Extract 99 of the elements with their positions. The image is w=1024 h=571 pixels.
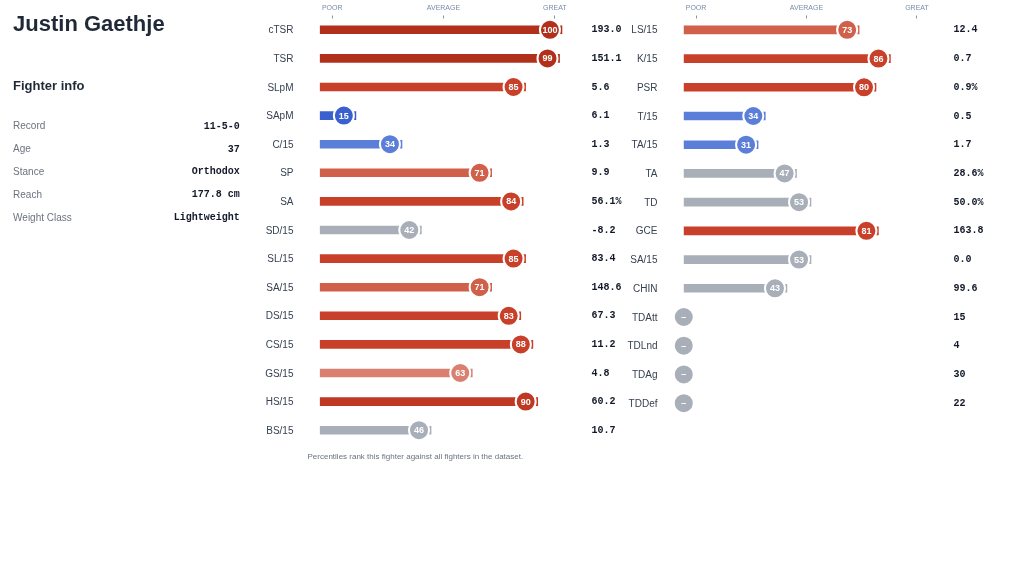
y-tick-label: TDAtt <box>631 311 658 323</box>
data-label: 31 <box>741 139 752 150</box>
text: 177.8 cm <box>191 189 240 200</box>
text: 56.1% <box>591 195 622 207</box>
y-tick-label: BS/15 <box>266 424 294 436</box>
data-label: 73 <box>842 24 853 35</box>
y-tick-label: SL/15 <box>267 253 294 265</box>
text: 60.2 <box>591 396 616 408</box>
y-tick-label: TDDef <box>628 397 658 409</box>
y-tick-label: K/15 <box>636 53 658 65</box>
text: Orthodox <box>191 166 240 177</box>
text: – <box>681 340 687 351</box>
data-label: 71 <box>474 282 485 293</box>
text: 15 <box>953 311 966 323</box>
text: 163.8 <box>953 225 984 237</box>
text: Justin Gaethje <box>13 10 165 36</box>
text: 83.4 <box>591 253 616 265</box>
text: 193.0 <box>591 24 622 36</box>
text: 0.7 <box>953 53 972 65</box>
y-tick-label: SP <box>280 167 294 179</box>
text: 0.0 <box>953 254 972 266</box>
text: 1.7 <box>953 139 972 151</box>
y-tick-label: LS/15 <box>631 24 658 36</box>
data-label: 42 <box>404 225 415 235</box>
y-tick-label: cTSR <box>268 24 294 36</box>
text: – <box>681 312 687 322</box>
text: 22 <box>953 397 966 409</box>
text: 0.5 <box>953 110 972 122</box>
data-label: 85 <box>508 253 519 264</box>
y-tick-label: TDLnd <box>627 340 658 352</box>
text: 4.8 <box>591 367 610 379</box>
data-label: 90 <box>520 396 531 407</box>
text: Lightweight <box>173 212 240 223</box>
text: 9.9 <box>591 167 610 179</box>
y-tick-label: SA/15 <box>630 254 658 266</box>
data-label: 71 <box>474 167 485 178</box>
y-tick-label: CS/15 <box>265 338 294 350</box>
y-tick-label: SA <box>280 195 294 207</box>
text: 11-5-0 <box>203 121 240 132</box>
data-label: 43 <box>769 283 780 294</box>
y-tick-label: C/15 <box>272 138 294 150</box>
data-label: 86 <box>873 53 884 64</box>
data-label: 63 <box>455 368 466 378</box>
text: -8.2 <box>591 224 616 236</box>
y-tick-label: TD <box>644 196 658 208</box>
data-label: 84 <box>506 196 517 207</box>
y-tick-label: TDAg <box>631 368 658 380</box>
y-tick-label: PSR <box>636 81 658 93</box>
y-tick-label: SA/15 <box>266 281 294 293</box>
text: 10.7 <box>591 424 616 436</box>
y-tick-label: T/15 <box>637 110 658 122</box>
text: 67.3 <box>591 310 616 322</box>
y-tick-label: GCE <box>635 225 658 237</box>
text: 30 <box>953 368 966 380</box>
data-label: 53 <box>794 254 805 265</box>
text: Weight Class <box>13 212 72 223</box>
text: 1.3 <box>591 138 610 150</box>
text: Record <box>13 120 46 131</box>
text: 37 <box>227 144 240 155</box>
y-tick-label: HS/15 <box>265 396 294 408</box>
text: 99.6 <box>953 282 978 294</box>
text: 4 <box>953 340 960 352</box>
text: Percentiles rank this fighter against all fighters in the dataset. <box>307 451 524 461</box>
y-tick-label: TA <box>645 167 658 179</box>
data-label: 34 <box>384 139 395 150</box>
data-label: 83 <box>503 310 514 321</box>
data-label: 80 <box>859 82 870 93</box>
text: 11.2 <box>591 338 616 350</box>
text: 148.6 <box>591 281 622 293</box>
data-label: 34 <box>748 111 759 121</box>
data-label: 85 <box>508 82 519 92</box>
y-tick-label: TSR <box>273 52 294 64</box>
text: Stance <box>13 166 45 177</box>
text: 6.1 <box>591 110 610 122</box>
data-label: 53 <box>794 197 805 208</box>
y-tick-label: GS/15 <box>265 367 294 379</box>
y-tick-label: SD/15 <box>265 224 294 236</box>
data-label: 88 <box>515 339 526 350</box>
text: 12.4 <box>953 24 978 36</box>
text: Reach <box>13 189 42 200</box>
y-tick-label: DS/15 <box>265 310 294 322</box>
data-label: 47 <box>779 168 790 179</box>
text: 151.1 <box>591 52 622 64</box>
text: Age <box>13 143 32 154</box>
y-tick-label: TA/15 <box>631 139 658 151</box>
text: 28.6% <box>953 167 984 179</box>
y-tick-label: CHIN <box>633 282 658 294</box>
text: 5.6 <box>591 81 610 93</box>
y-tick-label: SApM <box>266 110 294 122</box>
text: 0.9% <box>953 81 978 93</box>
text: 50.0% <box>953 196 984 208</box>
data-label: 99 <box>542 53 553 64</box>
text: Fighter info <box>13 78 85 93</box>
text: – <box>681 369 687 380</box>
y-tick-label: SLpM <box>267 81 294 93</box>
data-label: 46 <box>414 425 425 436</box>
data-label: 100 <box>542 24 558 35</box>
data-label: 81 <box>861 225 872 236</box>
text: – <box>681 398 687 409</box>
